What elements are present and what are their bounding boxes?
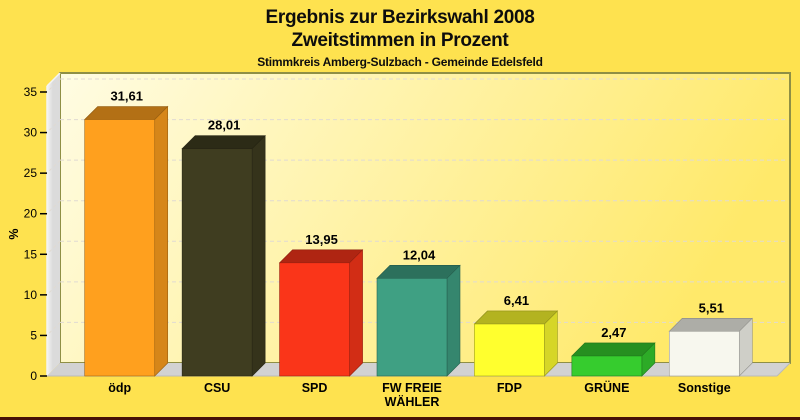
x-category-label: GRÜNE bbox=[584, 380, 629, 395]
bar-value-label: 5,51 bbox=[699, 300, 724, 315]
bar-front-face bbox=[181, 148, 253, 377]
bar-front-face bbox=[279, 262, 350, 377]
bar-front-face bbox=[474, 323, 545, 377]
bar-sonstige: 5,51 Sonstige bbox=[668, 300, 754, 395]
y-tick-label: 35 bbox=[24, 85, 38, 99]
chart-title-line1: Ergebnis zur Bezirkswahl 2008 bbox=[265, 7, 535, 28]
y-tick-label: 30 bbox=[24, 126, 38, 140]
y-tick-label: 10 bbox=[24, 288, 38, 302]
bar-right-face bbox=[446, 264, 461, 377]
y-axis-title: % bbox=[7, 228, 21, 239]
bar-top-face bbox=[278, 249, 364, 264]
bar-value-label: 6,41 bbox=[504, 293, 529, 308]
y-tick-label: 25 bbox=[24, 166, 38, 180]
x-category-label: SPD bbox=[302, 381, 328, 395]
x-category-label: FDP bbox=[497, 381, 522, 395]
bar-front-face bbox=[376, 278, 448, 377]
bar-top-face bbox=[376, 265, 461, 279]
bar-value-label: 2,47 bbox=[601, 325, 626, 340]
bar-right-face bbox=[251, 134, 266, 377]
y-tick-label: 15 bbox=[24, 247, 38, 261]
x-category-label: Sonstige bbox=[678, 381, 731, 395]
bar-ödp: 31,61 ödp bbox=[83, 89, 169, 395]
chart-title-line2: Zweitstimmen in Prozent bbox=[291, 30, 509, 51]
y-tick-label: 5 bbox=[30, 328, 37, 342]
x-category-label: FW FREIE bbox=[382, 381, 442, 395]
bar-top-face bbox=[83, 106, 169, 120]
bar-value-label: 31,61 bbox=[110, 89, 143, 104]
bar-top-face bbox=[668, 317, 754, 332]
bar-front-face bbox=[84, 119, 156, 377]
bar-value-label: 13,95 bbox=[305, 232, 338, 247]
x-category-label: WÄHLER bbox=[385, 394, 440, 409]
x-category-label: CSU bbox=[204, 381, 230, 395]
bar-top-face bbox=[181, 135, 266, 150]
chart-header: Ergebnis zur Bezirkswahl 2008 Zweitstimm… bbox=[0, 6, 800, 69]
y-tick-label: 0 bbox=[30, 369, 37, 383]
bar-top-face bbox=[571, 342, 656, 357]
bar-csu: 28,01 CSU bbox=[181, 118, 266, 395]
x-category-label: ödp bbox=[108, 381, 131, 395]
bar-right-face bbox=[154, 105, 169, 377]
bar-value-label: 12,04 bbox=[403, 247, 436, 262]
chart-subtitle: Stimmkreis Amberg-Sulzbach - Gemeinde Ed… bbox=[257, 55, 543, 69]
bar-spd: 13,95 SPD bbox=[278, 232, 364, 395]
bar-fdp: 6,41 FDP bbox=[473, 293, 559, 395]
y-tick-label: 20 bbox=[24, 207, 38, 221]
bar-grüne: 2,47 GRÜNE bbox=[571, 325, 656, 395]
plot-left-wall bbox=[47, 73, 60, 376]
bar-value-label: 28,01 bbox=[208, 118, 241, 133]
bar-top-face bbox=[473, 310, 559, 325]
bar-front-face bbox=[571, 355, 643, 377]
bar-right-face bbox=[349, 249, 363, 377]
bar-front-face bbox=[668, 330, 740, 377]
